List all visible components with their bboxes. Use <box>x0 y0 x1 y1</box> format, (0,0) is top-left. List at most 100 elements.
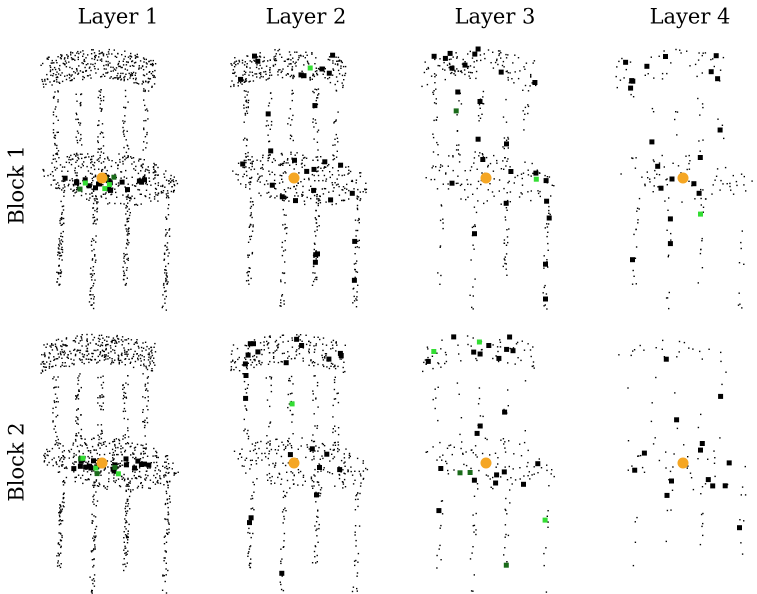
point <box>280 193 282 195</box>
point <box>151 354 154 357</box>
point <box>58 456 60 458</box>
point <box>97 337 100 340</box>
point <box>317 516 319 518</box>
green-point <box>431 349 437 354</box>
point <box>43 461 45 463</box>
point <box>62 62 64 65</box>
point <box>272 64 275 67</box>
point <box>259 160 262 162</box>
point <box>433 178 436 181</box>
point <box>76 142 79 144</box>
point <box>500 52 502 54</box>
point <box>54 179 56 181</box>
point <box>136 477 138 480</box>
neighbor-point <box>667 216 673 222</box>
point <box>98 160 100 163</box>
point <box>505 53 507 56</box>
point <box>82 55 84 57</box>
point <box>545 591 548 593</box>
point <box>283 532 286 535</box>
point <box>108 175 110 177</box>
point <box>81 345 83 347</box>
point <box>277 71 279 73</box>
point <box>60 239 63 241</box>
point <box>121 460 123 462</box>
point <box>277 361 280 364</box>
point <box>89 290 92 292</box>
point <box>149 467 151 469</box>
point <box>316 554 318 557</box>
point <box>42 62 44 65</box>
point <box>293 185 295 188</box>
point <box>489 162 492 165</box>
point <box>41 361 44 363</box>
point <box>457 344 459 346</box>
neighbor-point <box>708 69 714 75</box>
point <box>699 114 701 116</box>
point <box>55 379 57 381</box>
point <box>170 190 173 193</box>
point <box>341 74 344 77</box>
green-point <box>112 464 118 470</box>
point <box>99 103 101 105</box>
point <box>125 489 127 492</box>
point <box>42 366 45 368</box>
point <box>280 280 282 283</box>
point <box>325 178 328 180</box>
point <box>126 221 128 223</box>
point <box>424 359 427 361</box>
point <box>119 75 122 77</box>
point <box>332 363 334 365</box>
point <box>106 460 109 462</box>
point <box>162 190 165 192</box>
point <box>112 339 114 341</box>
point <box>165 541 168 543</box>
point <box>57 187 60 189</box>
point <box>661 72 664 75</box>
point <box>439 283 441 285</box>
point <box>165 465 168 467</box>
point <box>312 74 314 77</box>
point <box>140 203 142 205</box>
point <box>311 173 314 176</box>
point <box>311 485 313 487</box>
point <box>68 77 71 79</box>
point <box>148 71 150 73</box>
point <box>125 139 127 141</box>
point <box>354 268 356 271</box>
point <box>163 258 166 260</box>
point <box>70 352 72 355</box>
point <box>690 477 693 479</box>
point <box>138 467 141 469</box>
point <box>530 175 532 177</box>
point <box>250 562 252 565</box>
point <box>118 360 120 362</box>
point <box>527 104 529 106</box>
point <box>66 356 68 358</box>
point <box>249 183 251 186</box>
point <box>276 452 278 455</box>
point <box>140 164 143 166</box>
point <box>314 278 316 281</box>
point <box>60 545 62 547</box>
point <box>317 406 319 408</box>
point <box>354 498 357 501</box>
point <box>61 508 63 510</box>
point <box>93 498 95 501</box>
point <box>276 349 278 351</box>
point <box>63 354 65 356</box>
point <box>164 557 166 559</box>
point <box>319 199 321 202</box>
point <box>465 451 467 453</box>
point <box>322 364 324 366</box>
point <box>128 217 130 220</box>
point <box>455 182 458 185</box>
point <box>96 201 98 203</box>
point <box>53 62 55 64</box>
point <box>77 383 79 385</box>
point <box>533 60 536 62</box>
point <box>124 518 126 520</box>
point <box>123 260 125 262</box>
point <box>237 82 239 84</box>
point <box>474 224 476 226</box>
